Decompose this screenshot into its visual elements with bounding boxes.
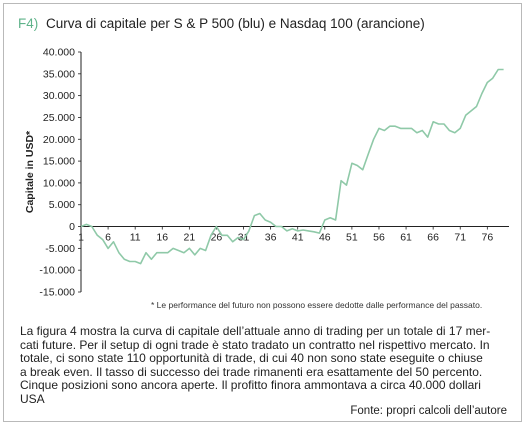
x-tick-label: 46 [319,232,331,244]
figure-frame: F4) Curva di capitale per S & P 500 (blu… [3,3,522,422]
y-tick-label: 25.000 [43,112,75,124]
figure-label: F4) [18,16,39,31]
figure-title: F4) Curva di capitale per S & P 500 (blu… [18,16,425,31]
y-tick-label: -5.000 [45,243,75,255]
x-tick-label: 6 [105,232,111,244]
x-tick-label: 41 [292,232,304,244]
x-tick-label: 76 [481,232,493,244]
y-tick-label: 30.000 [43,90,75,102]
body-line: USA [20,391,45,406]
x-tick-label: 21 [184,232,196,244]
body-line: a break even. Il tasso di successo dei t… [20,364,483,379]
body-text: La figura 4 mostra la curva di capitale … [20,324,520,406]
x-tick-label: 31 [238,232,250,244]
body-line: Cinque posizioni sono ancora aperte. Il … [20,378,481,392]
y-tick-label: -15.000 [39,287,75,299]
x-tick-label: 26 [211,232,223,244]
x-tick-label: 1 [78,232,84,244]
x-tick-label: 51 [346,232,358,244]
equity-curve-line [80,68,504,265]
x-tick-label: 11 [130,232,141,244]
x-tick-label: 61 [400,232,412,244]
body-line: La figura 4 mostra la curva di capitale … [20,324,491,338]
y-tick-label: 10.000 [43,177,75,189]
chart-footnote: * Le performance del futuro non possono … [151,300,482,310]
x-tick-label: 66 [427,232,439,244]
x-tick-label: 71 [454,232,466,244]
x-tick-label: 36 [265,232,277,244]
body-line: totale, ci sono state 110 opportunità di… [20,351,483,365]
source-note: Fonte: propri calcoli dell’autore [350,405,507,417]
y-tick-label: -10.000 [39,265,75,277]
y-tick-label: 40.000 [43,47,75,59]
x-tick-label: 56 [373,232,385,244]
y-axis-label: Capitale in USD* [24,130,36,213]
body-line: cati future. Per il setup di ogni trade … [20,337,490,352]
y-tick-label: 20.000 [43,134,75,146]
y-tick-label: 35.000 [43,68,75,80]
y-tick-label: 0 [69,221,75,233]
chart-panel: 40.000 35.000 30.000 25.000 20.000 15.000 10.0… [17,38,520,316]
figure-title-text: Curva di capitale per S & P 500 (blu) e … [46,16,425,31]
y-tick-label: 15.000 [43,156,75,168]
x-tick-label: 16 [156,232,168,244]
equity-curve-chart: 40.00035.00030.00025.00020.00015.00010.0… [24,47,509,310]
y-tick-label: 5.000 [49,199,75,211]
